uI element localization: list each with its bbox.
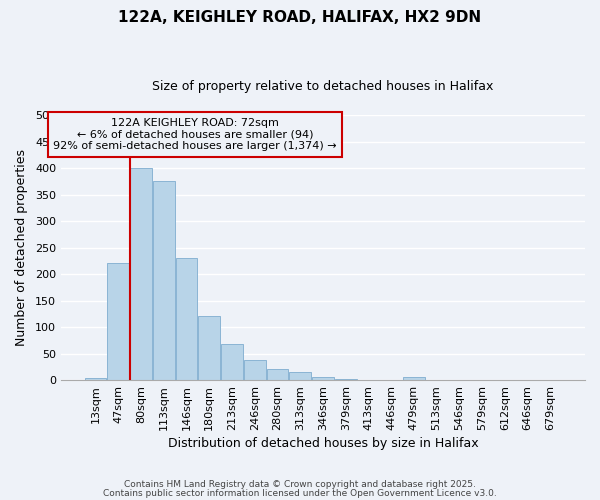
- Bar: [176, 258, 197, 380]
- Bar: [403, 377, 425, 380]
- Bar: [130, 168, 152, 380]
- Text: Contains HM Land Registry data © Crown copyright and database right 2025.: Contains HM Land Registry data © Crown c…: [124, 480, 476, 489]
- Bar: [312, 378, 334, 380]
- Bar: [266, 370, 288, 380]
- Bar: [335, 379, 356, 380]
- Text: 122A, KEIGHLEY ROAD, HALIFAX, HX2 9DN: 122A, KEIGHLEY ROAD, HALIFAX, HX2 9DN: [118, 10, 482, 25]
- Bar: [221, 344, 243, 380]
- Bar: [244, 360, 266, 380]
- Bar: [153, 182, 175, 380]
- Bar: [289, 372, 311, 380]
- Bar: [85, 378, 106, 380]
- Text: 122A KEIGHLEY ROAD: 72sqm
← 6% of detached houses are smaller (94)
92% of semi-d: 122A KEIGHLEY ROAD: 72sqm ← 6% of detach…: [53, 118, 337, 151]
- X-axis label: Distribution of detached houses by size in Halifax: Distribution of detached houses by size …: [167, 437, 478, 450]
- Text: Contains public sector information licensed under the Open Government Licence v3: Contains public sector information licen…: [103, 489, 497, 498]
- Y-axis label: Number of detached properties: Number of detached properties: [15, 149, 28, 346]
- Title: Size of property relative to detached houses in Halifax: Size of property relative to detached ho…: [152, 80, 494, 93]
- Bar: [199, 316, 220, 380]
- Bar: [107, 264, 129, 380]
